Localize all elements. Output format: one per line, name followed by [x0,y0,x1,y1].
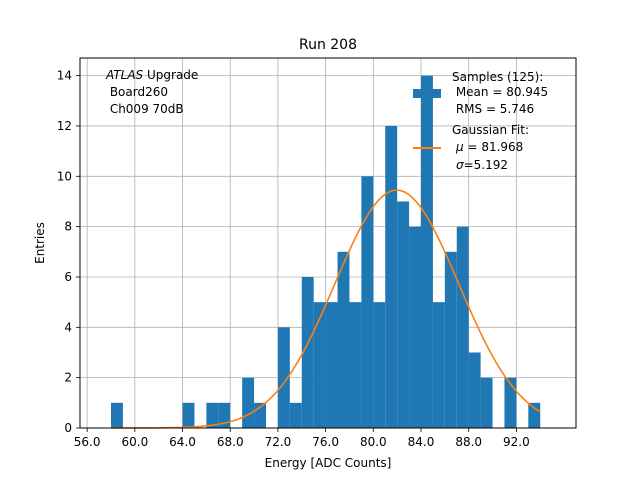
y-tick-label: 4 [64,320,72,334]
histogram-bar [325,302,338,428]
y-tick-label: 0 [64,421,72,435]
x-tick-label: 72.0 [265,435,292,449]
histogram-bar [361,176,374,428]
histogram-bar [111,402,123,428]
histogram-bar [218,402,231,428]
legend-rms: RMS = 5.746 [452,102,534,116]
y-axis-label: Entries [33,222,47,264]
histogram-bar [432,302,445,428]
annotation-upgrade: Upgrade [143,68,198,82]
plot-frame [79,57,577,429]
legend-fit-sigma: σ=5.192 [456,158,508,172]
legend-mu-symbol: μ [455,140,464,154]
x-axis-label: Energy [ADC Counts] [265,456,392,470]
x-tick-label: 56.0 [74,435,101,449]
y-tick-label: 14 [57,69,72,83]
histogram-bars [111,75,541,429]
histogram-bar [468,352,481,428]
histogram-bar [289,402,302,428]
x-tick-label: 92.0 [503,435,530,449]
annotation-line-3: Ch009 70dB [106,102,184,116]
histogram-bar [349,302,362,428]
histogram-bar [421,75,433,428]
histogram-bar [444,251,457,428]
annotation-line-2: Board260 [106,85,168,99]
histogram-bar [397,201,410,428]
y-tick-label: 8 [64,220,72,234]
histogram-bar [313,302,326,428]
histogram-bar [385,125,398,429]
y-axis-ticks: 0 2 4 6 8 10 12 14 [57,69,80,435]
legend-mean: Mean = 80.945 [452,85,548,99]
x-tick-label: 80.0 [360,435,387,449]
histogram-bar [504,377,517,428]
histogram-bar [528,402,541,428]
x-tick-label: 88.0 [455,435,482,449]
x-tick-label: 68.0 [217,435,244,449]
chart-title: Run 208 [299,37,357,53]
legend-sigma-symbol: σ [456,158,464,172]
histogram-bar [373,302,386,428]
y-tick-label: 6 [64,270,72,284]
annotation-atlas: ATLAS [105,68,144,82]
gaussian-fit [111,189,541,429]
histogram-bar [206,402,219,428]
histogram-bar [480,377,493,428]
histogram-bar [182,402,195,428]
legend-histogram-patch [413,89,441,98]
legend-fit-mu: μ = 81.968 [455,140,523,154]
legend-sigma-value: =5.192 [464,158,508,172]
histogram-bar [409,226,421,428]
legend-fit-header: Gaussian Fit: [452,123,529,137]
gaussian-fit-curve [111,189,541,429]
legend: Samples (125): Mean = 80.945 RMS = 5.746… [413,70,548,172]
y-tick-label: 2 [64,371,72,385]
legend-samples: Samples (125): [452,70,543,84]
y-tick-label: 10 [57,169,72,183]
x-tick-label: 64.0 [169,435,196,449]
histogram-bar [277,327,290,428]
histogram-bar [456,226,469,428]
legend-mu-value: = 81.968 [464,140,524,154]
annotation-line-1: ATLAS Upgrade [105,68,198,82]
atlas-annotation: ATLAS Upgrade Board260 Ch009 70dB [105,68,198,116]
x-tick-label: 84.0 [408,435,435,449]
y-tick-label: 12 [57,119,72,133]
histogram-bar [301,276,314,428]
x-tick-label: 60.0 [121,435,148,449]
histogram-bar [337,251,350,428]
x-tick-label: 76.0 [312,435,339,449]
histogram-bar [242,377,255,428]
histogram-bar [254,402,266,428]
x-axis-ticks: 56.0 60.0 64.0 68.0 72.0 76.0 80.0 84.0 88.0 92.0 [74,428,530,449]
